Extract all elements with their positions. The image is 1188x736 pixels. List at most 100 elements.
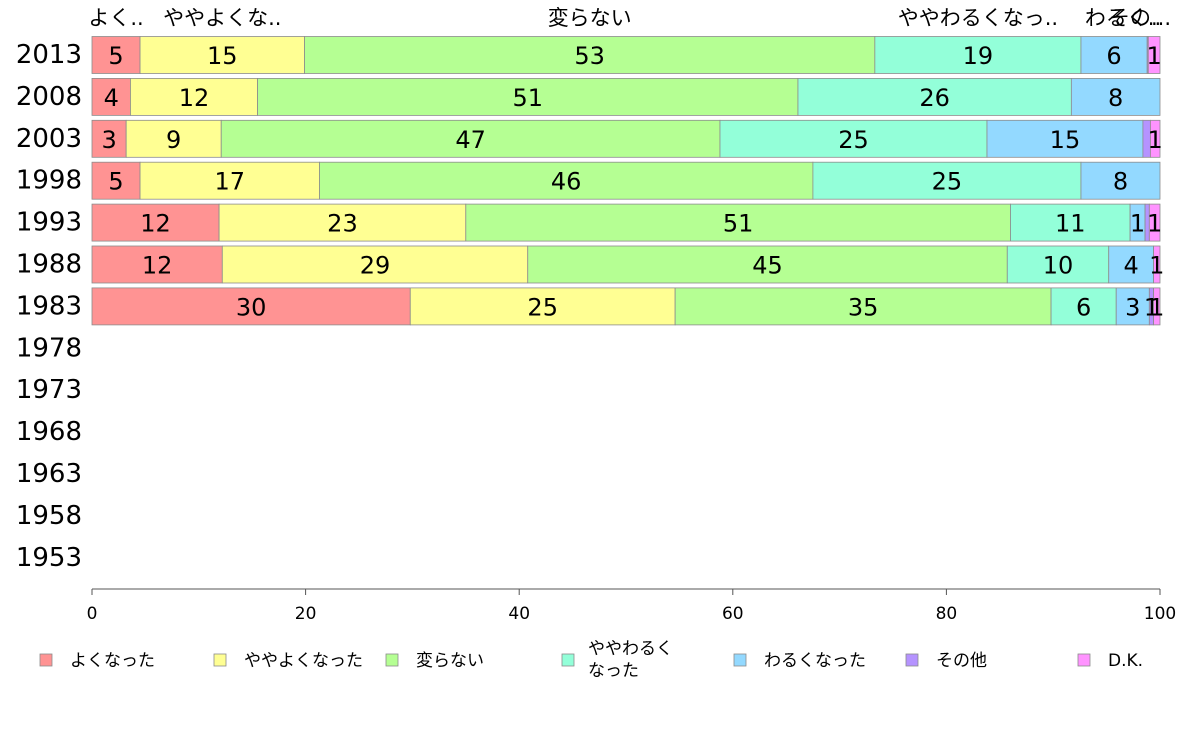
bar-value-label-1993-6: 1 — [1147, 210, 1162, 238]
year-label-1983: 1983 — [16, 291, 82, 321]
top-category-labels: よく.. ややよくな.. 変らない ややわるくなっ.. わるく..その... — [88, 6, 1171, 30]
bar-segment-2003-1 — [125, 119, 222, 158]
year-label-2003: 2003 — [16, 124, 82, 154]
legend: よくなった ややよくなった 変らない ややわるくなった わるくなった その他 D.K. — [39, 639, 1143, 681]
legend-label-0: よくなった — [70, 651, 155, 671]
bar-value-label-1998-1: 17 — [214, 168, 245, 196]
bar-value-label-2003-3: 25 — [838, 126, 869, 154]
legend-swatch-4 — [733, 653, 747, 667]
year-label-1978: 1978 — [16, 333, 82, 363]
bar-value-label-1998-2: 46 — [551, 168, 582, 196]
year-label-1953: 1953 — [16, 543, 82, 573]
bar-segment-1993-2 — [465, 203, 1011, 242]
bar-value-label-1983-1: 25 — [527, 293, 558, 321]
x-tick-label-40: 40 — [508, 604, 530, 624]
bar-value-label-1993-0: 12 — [140, 210, 171, 238]
bar-segment-1998-0 — [91, 161, 141, 200]
bar-value-label-2008-4: 8 — [1108, 84, 1123, 112]
year-label-1963: 1963 — [16, 459, 82, 489]
bar-value-label-2013-6: 1 — [1146, 42, 1161, 70]
bar-value-label-1993-3: 11 — [1055, 210, 1086, 238]
year-labels: 2013 2008 2003 1998 1993 1988 1983 1978 1973 1968… — [16, 40, 82, 573]
bar-segment-1993-1 — [218, 203, 467, 242]
year-label-2008: 2008 — [16, 82, 82, 112]
bar-value-label-1998-3: 25 — [932, 168, 963, 196]
bar-segment-2013-2 — [304, 36, 876, 74]
bar-segment-1983-4 — [1115, 287, 1150, 326]
legend-swatch-3 — [561, 653, 575, 667]
bar-segment-1988-3 — [1006, 245, 1110, 284]
top-label-5: その... — [1109, 6, 1171, 30]
x-tick-label-60: 60 — [722, 604, 744, 624]
bar-value-label-1998-0: 5 — [108, 168, 123, 196]
bar-segment-2003-3 — [719, 119, 988, 158]
bar-value-label-2013-0: 5 — [108, 42, 123, 70]
year-label-1998: 1998 — [16, 166, 82, 196]
year-label-1973: 1973 — [16, 375, 82, 405]
legend-label-2: 変らない — [416, 651, 484, 671]
year-label-1968: 1968 — [16, 417, 82, 447]
top-label-4: わるく.. — [1085, 6, 1161, 30]
legend-swatch-6 — [1077, 653, 1091, 667]
bar-segment-2013-1 — [139, 36, 305, 74]
bar-value-label-1988-6: 1 — [1149, 252, 1164, 280]
bar-value-label-2003-0: 3 — [101, 126, 116, 154]
bar-segment-2003-4 — [986, 119, 1144, 158]
legend-label-5: その他 — [936, 651, 987, 671]
top-label-1: ややよくな.. — [163, 6, 281, 30]
legend-swatch-1 — [213, 653, 227, 667]
top-label-0: よく.. — [88, 6, 143, 30]
bar-segment-1983-6 — [1153, 287, 1161, 326]
year-label-1958: 1958 — [16, 501, 82, 531]
bar-segment-2008-4 — [1070, 78, 1161, 116]
top-label-3: ややわるくなっ.. — [898, 6, 1058, 30]
bar-segment-1998-4 — [1080, 161, 1161, 200]
bar-value-label-2003-6: 1 — [1148, 126, 1163, 154]
bar-value-label-1983-6: 1 — [1149, 293, 1164, 321]
legend-label-3: ややわるくなった — [588, 639, 673, 681]
x-tick-label-20: 20 — [295, 604, 317, 624]
bar-segment-1998-1 — [139, 161, 320, 200]
x-tick-label-0: 0 — [87, 604, 98, 624]
bar-segment-2013-0 — [91, 36, 141, 74]
bar-segment-2013-4 — [1080, 36, 1148, 74]
x-tick-label-80: 80 — [936, 604, 958, 624]
bar-value-label-1983-2: 35 — [848, 293, 879, 321]
bar-value-label-1988-1: 29 — [360, 252, 391, 280]
bar-value-label-2003-4: 15 — [1050, 126, 1081, 154]
year-label-1993: 1993 — [16, 208, 82, 238]
bar-value-label-1988-0: 12 — [142, 252, 173, 280]
bar-segment-2013-3 — [874, 36, 1082, 74]
bar-segment-1988-2 — [527, 245, 1008, 284]
bar-segment-1988-6 — [1153, 245, 1161, 284]
legend-swatch-0 — [39, 653, 53, 667]
bar-segment-1998-2 — [319, 161, 814, 200]
bar-segment-2008-3 — [797, 78, 1072, 116]
bar-segment-1993-3 — [1010, 203, 1131, 242]
bar-value-label-1988-3: 10 — [1043, 252, 1074, 280]
bar-value-label-2008-2: 51 — [512, 84, 543, 112]
bar-value-label-1983-4: 3 — [1125, 293, 1140, 321]
bar-segment-1983-0 — [91, 287, 411, 326]
legend-swatch-5 — [905, 653, 919, 667]
legend-label-1: ややよくなった — [244, 651, 363, 671]
bar-value-label-2008-1: 12 — [179, 84, 210, 112]
bar-value-label-2003-2: 47 — [455, 126, 486, 154]
year-label-1988: 1988 — [16, 250, 82, 280]
bar-segment-2013-6 — [1147, 36, 1161, 74]
legend-label-6: D.K. — [1108, 651, 1143, 671]
bar-value-label-1988-2: 45 — [752, 252, 783, 280]
bar-segment-2003-0 — [91, 119, 127, 158]
bar-segment-2008-2 — [257, 78, 799, 116]
bar-value-label-1988-4: 4 — [1124, 252, 1139, 280]
legend-label-4: わるくなった — [764, 651, 866, 671]
x-axis: 0 20 40 60 80 100 — [87, 588, 1176, 624]
bar-segment-1993-6 — [1148, 203, 1161, 242]
bar-value-label-2013-3: 19 — [963, 42, 994, 70]
bar-segment-1983-2 — [674, 287, 1052, 326]
bar-value-label-2008-0: 4 — [104, 84, 119, 112]
bar-segment-2008-1 — [130, 78, 258, 116]
bar-value-label-1993-4: 1 — [1130, 210, 1145, 238]
legend-swatch-2 — [385, 653, 399, 667]
